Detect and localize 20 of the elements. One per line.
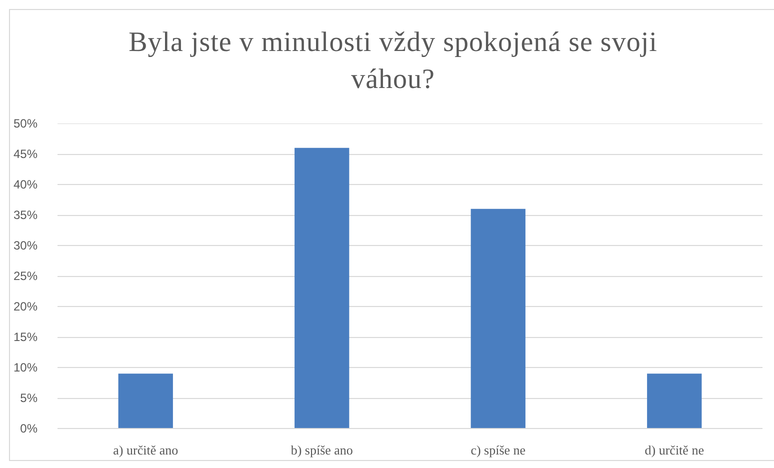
y-tick-label: 45% bbox=[13, 147, 38, 161]
x-tick-label: b) spíše ano bbox=[290, 442, 353, 458]
y-tick-label: 0% bbox=[20, 422, 38, 436]
y-tick-label: 20% bbox=[13, 300, 38, 314]
bar bbox=[294, 148, 350, 428]
x-tick-label: a) určitě ano bbox=[113, 442, 178, 458]
y-tick-label: 5% bbox=[20, 391, 38, 405]
bar bbox=[470, 208, 526, 428]
y-tick-label: 15% bbox=[13, 330, 38, 344]
bar bbox=[118, 374, 173, 428]
bar bbox=[647, 374, 702, 428]
y-tick-label: 40% bbox=[13, 178, 38, 192]
y-tick-label: 30% bbox=[13, 238, 38, 252]
x-tick-label: c) spíše ne bbox=[470, 442, 526, 458]
x-tick-label: d) určitě ne bbox=[644, 442, 704, 458]
y-tick-label: 10% bbox=[13, 360, 38, 374]
chart-title: Byla jste v minulosti vždy spokojená se svoji váhou? bbox=[128, 26, 658, 97]
y-tick-label: 25% bbox=[13, 269, 38, 283]
y-tick-label: 35% bbox=[13, 208, 38, 222]
y-tick-label: 50% bbox=[13, 116, 38, 130]
